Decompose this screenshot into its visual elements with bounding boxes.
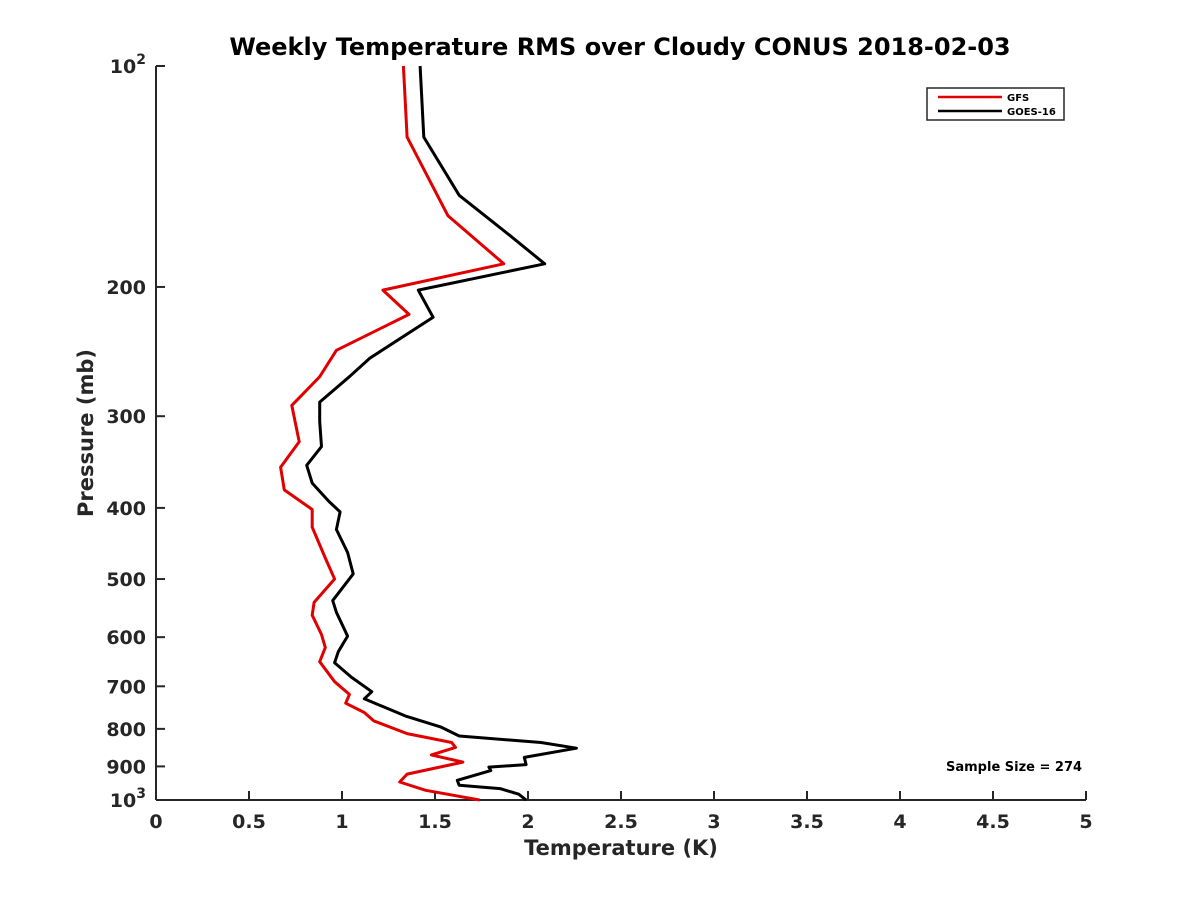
y-tick-label: 900 — [106, 756, 146, 778]
legend: GFS GOES-16 — [926, 87, 1065, 121]
x-tick-label: 5 — [1079, 811, 1092, 833]
y-tick-label: 600 — [106, 627, 146, 649]
x-tick-label: 1 — [335, 811, 348, 833]
x-tick-label: 0 — [149, 811, 162, 833]
chart-title: Weekly Temperature RMS over Cloudy CONUS… — [229, 33, 1010, 61]
plot-frame — [155, 66, 1086, 801]
x-tick-label: 2 — [521, 811, 534, 833]
x-tick-label: 4.5 — [976, 811, 1010, 833]
x-tick-label: 3.5 — [790, 811, 824, 833]
legend-label-gfs: GFS — [1007, 93, 1029, 104]
legend-box — [926, 87, 1065, 121]
y-tick-label: 700 — [106, 676, 146, 698]
y-axis-label: Pressure (mb) — [74, 349, 98, 517]
x-axis-ticks: 0 0.5 1 1.5 2 2.5 3 3.5 4 4.5 5 — [149, 791, 1093, 833]
legend-label-goes16: GOES-16 — [1007, 107, 1056, 118]
series-line-goes16 — [305, 65, 578, 802]
x-axis-label: Temperature (K) — [524, 836, 718, 860]
x-tick-label: 1.5 — [418, 811, 452, 833]
x-tick-label: 3 — [707, 811, 720, 833]
y-axis-ticks: 102 200 300 400 500 600 700 800 900 103 — [106, 52, 165, 812]
y-tick-label: 800 — [106, 719, 146, 741]
series-line-gfs — [279, 65, 506, 802]
y-tick-label: 102 — [110, 52, 146, 78]
x-tick-label: 4 — [893, 811, 906, 833]
y-tick-label: 103 — [110, 786, 146, 812]
series-lines — [279, 65, 578, 802]
y-tick-label: 300 — [106, 406, 146, 428]
y-tick-label: 200 — [106, 277, 146, 299]
y-tick-label: 400 — [106, 498, 146, 520]
sample-size-annotation: Sample Size = 274 — [946, 760, 1082, 775]
x-tick-label: 0.5 — [232, 811, 266, 833]
y-tick-label: 500 — [106, 569, 146, 591]
x-tick-label: 2.5 — [604, 811, 638, 833]
